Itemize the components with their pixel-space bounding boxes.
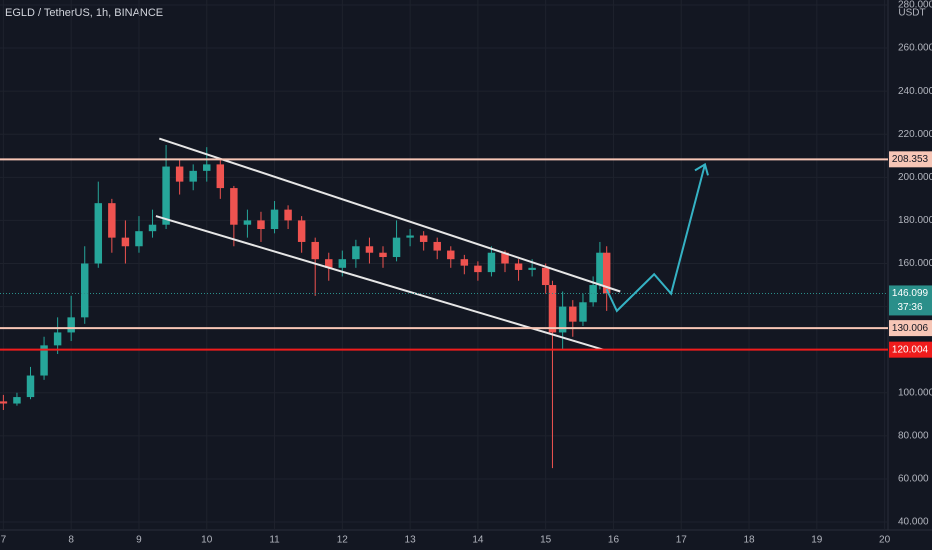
- candle-body: [419, 235, 428, 242]
- candle-body: [352, 246, 360, 260]
- candle-body: [284, 209, 292, 221]
- candle-body: [433, 241, 441, 251]
- x-tick-label: 10: [201, 535, 213, 546]
- candle-body: [243, 220, 252, 225]
- candle-body: [53, 332, 62, 346]
- candle-body: [203, 164, 211, 171]
- x-tick-label: 9: [136, 535, 142, 546]
- candle-body: [148, 224, 157, 232]
- level-label: 130.006: [892, 323, 929, 334]
- x-tick-label: 11: [269, 535, 280, 546]
- currency-label: USDT: [898, 8, 925, 19]
- candle-body: [175, 166, 184, 182]
- last-price-box: [889, 285, 932, 316]
- candle-body: [460, 259, 469, 266]
- candle-body: [589, 285, 597, 303]
- projection-path: [605, 164, 706, 313]
- candle-body: [81, 263, 89, 318]
- candle-body: [365, 246, 374, 253]
- level-label-box: [889, 320, 932, 337]
- y-tick-label: 160.000: [898, 258, 932, 269]
- channel-line: [158, 137, 621, 293]
- y-tick-label: 40.000: [898, 517, 929, 528]
- last-price-label: 146.099: [892, 288, 929, 299]
- x-tick-label: 8: [68, 535, 74, 546]
- candle-body: [13, 397, 21, 404]
- countdown-label: 37:36: [897, 302, 922, 313]
- x-tick-label: 16: [608, 535, 620, 546]
- candle-body: [447, 250, 455, 260]
- y-tick-label: 100.000: [898, 387, 932, 398]
- x-tick-label: 13: [405, 535, 417, 546]
- candle-body: [406, 235, 414, 238]
- level-label: 208.353: [892, 154, 929, 165]
- x-tick-label: 18: [743, 535, 755, 546]
- candle-body: [40, 345, 48, 376]
- candle-body: [135, 231, 143, 247]
- candle-body: [501, 252, 509, 264]
- level-label: 120.004: [892, 344, 929, 355]
- candle-body: [108, 203, 116, 238]
- x-tick-label: 17: [676, 535, 688, 546]
- candle-body: [311, 241, 319, 260]
- candle-body: [26, 375, 35, 398]
- candle-body: [528, 267, 536, 270]
- candle-body: [548, 285, 557, 333]
- candle-body: [94, 203, 103, 264]
- level-label-box: [889, 151, 932, 168]
- level-label-box: [889, 341, 932, 358]
- candle-body: [474, 265, 482, 273]
- candle-body: [189, 170, 197, 182]
- chart-title: EGLD / TetherUS, 1h, BINANCE: [5, 7, 163, 19]
- candle-body: [558, 306, 567, 333]
- x-tick-label: 20: [879, 535, 891, 546]
- candle-body: [270, 209, 279, 230]
- candle-body: [602, 252, 611, 294]
- y-tick-label: 280.000: [898, 0, 932, 11]
- x-tick-label: 14: [472, 535, 484, 546]
- y-tick-label: 200.000: [898, 172, 932, 183]
- y-tick-label: 220.000: [898, 129, 932, 140]
- y-tick-label: 80.000: [898, 430, 929, 441]
- candle-body: [596, 252, 604, 286]
- candle-body: [297, 220, 306, 242]
- candle-body: [541, 267, 550, 286]
- candle-body: [121, 237, 130, 247]
- candle-body: [514, 263, 523, 270]
- candle-body: [325, 259, 333, 268]
- x-tick-label: 7: [1, 535, 7, 546]
- y-tick-label: 180.000: [898, 215, 932, 226]
- x-tick-label: 12: [337, 535, 349, 546]
- y-tick-label: 60.000: [898, 474, 929, 485]
- candle-body: [487, 252, 496, 273]
- candle-body: [392, 237, 401, 258]
- candle-body: [67, 317, 75, 333]
- candle-body: [569, 306, 577, 322]
- candle-body: [379, 252, 387, 258]
- y-tick-label: 240.000: [898, 86, 932, 97]
- candle-body: [230, 188, 238, 225]
- candle-body: [338, 259, 347, 268]
- candle-body: [216, 164, 225, 189]
- candle-body: [0, 401, 8, 404]
- x-tick-label: 19: [811, 535, 823, 546]
- candle-body: [162, 166, 170, 225]
- x-tick-label: 15: [540, 535, 552, 546]
- candle-body: [579, 302, 587, 322]
- y-tick-label: 260.000: [898, 43, 932, 54]
- candle-body: [257, 220, 265, 230]
- arrow-head: [694, 162, 709, 176]
